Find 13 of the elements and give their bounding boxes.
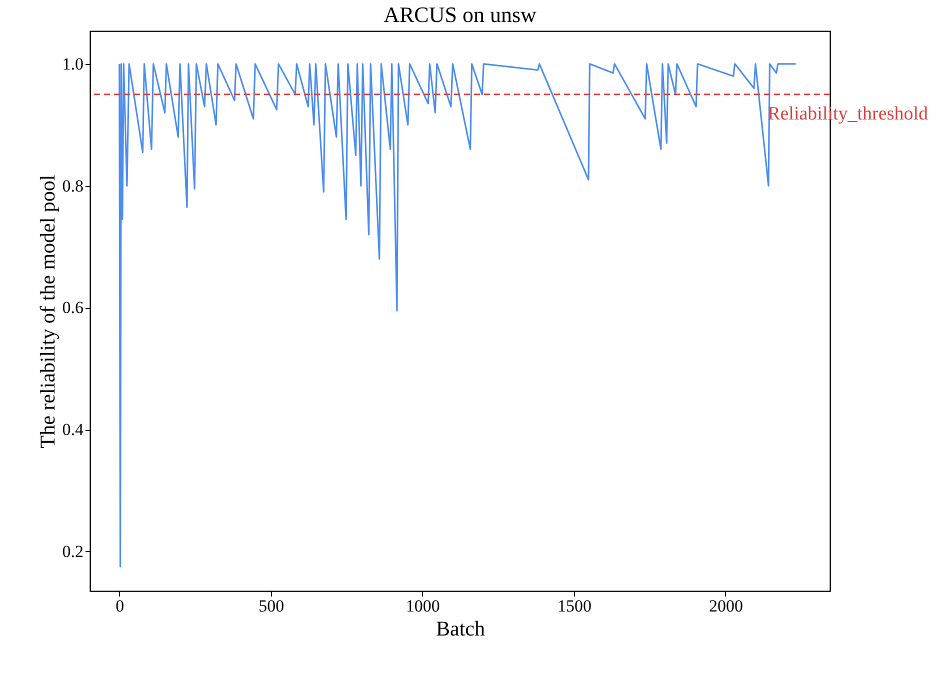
y-tick-label: 0.2 (62, 542, 84, 561)
x-tick-label: 1500 (557, 596, 592, 616)
chart-title: ARCUS on unsw (384, 2, 537, 27)
x-tick-label: 500 (258, 596, 284, 616)
y-tick-label: 0.6 (62, 298, 84, 318)
y-tick-label: 1.0 (62, 54, 84, 74)
x-tick-label: 0 (116, 596, 124, 616)
y-tick-label: 0.8 (62, 176, 84, 196)
y-tick-label: 0.4 (62, 420, 84, 440)
x-tick-label: 1000 (406, 596, 440, 616)
x-tick-label: 2000 (708, 596, 743, 616)
x-axis-title: Batch (436, 616, 486, 640)
y-axis-title: The reliability of the model pool (35, 174, 60, 448)
